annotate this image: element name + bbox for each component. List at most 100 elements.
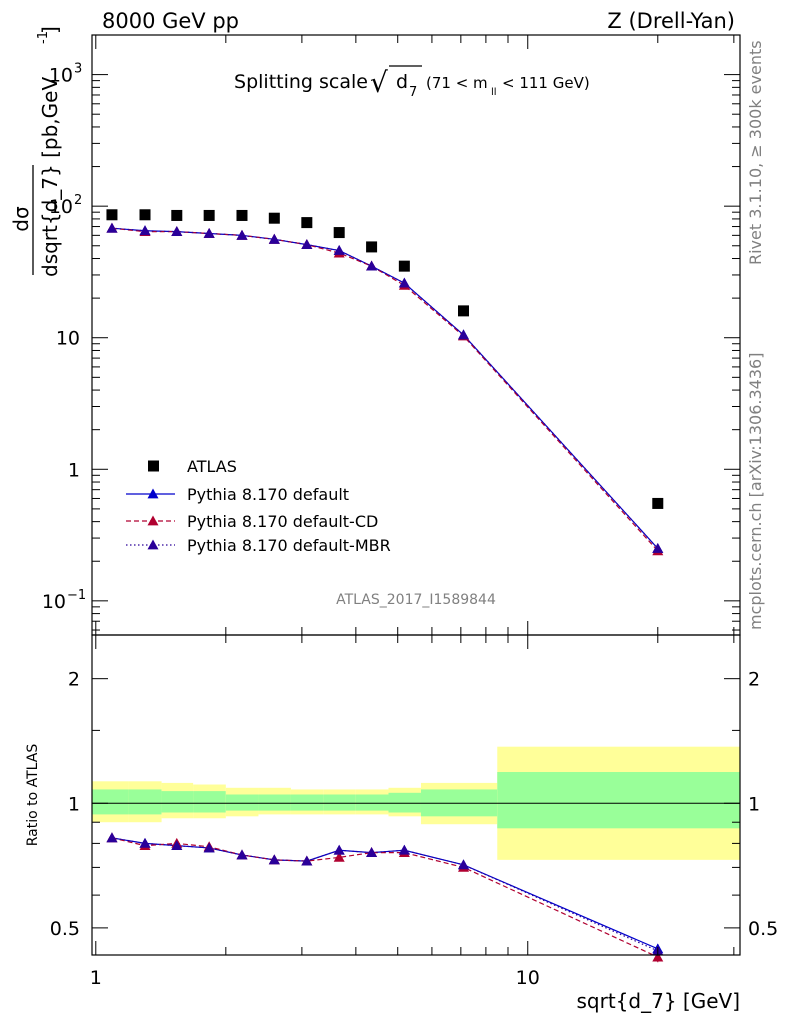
- x-tick-label-1: 10: [516, 967, 540, 989]
- legend-label-2: Pythia 8.170 default-CD: [187, 512, 378, 531]
- legend-label-0: ATLAS: [187, 457, 237, 476]
- plot-title-var-sub: 7: [409, 85, 417, 100]
- ratio-y-tick-label-left-2: 2: [68, 669, 80, 691]
- ratio-series-2-point-8: [366, 847, 378, 858]
- legend-marker-0: [148, 460, 159, 472]
- legend: ATLAS Pythia 8.170 default Pythia 8.170 de…: [126, 457, 391, 555]
- main-series-2-point-7: [333, 245, 345, 255]
- ratio-inner-band-3: [193, 791, 226, 813]
- y-axis-label-denominator-sup: -1: [36, 31, 51, 44]
- ratio-inner-band-7: [323, 794, 356, 811]
- legend-marker-2: [147, 515, 159, 526]
- main-series-2-point-2: [171, 226, 183, 237]
- atlas-data-point-8: [366, 241, 378, 253]
- main-y-tick-label-4: 10: [49, 65, 73, 87]
- ratio-y-tick-label-left-0: 0.5: [50, 918, 80, 940]
- ratio-series-1-point-7: [333, 851, 345, 862]
- main-y-tick-label-0: 10: [42, 591, 66, 613]
- atlas-data-point-10: [458, 305, 470, 317]
- ratio-series-2-point-9: [398, 844, 410, 855]
- atlas-data-point-4: [236, 209, 248, 221]
- y-axis-label-denominator-end: ]: [38, 26, 62, 34]
- plot-title-range-sub: ll: [491, 87, 497, 98]
- plot-title-range-close: < 111 GeV): [502, 74, 590, 92]
- analysis-watermark: ATLAS_2017_I1589844: [336, 592, 496, 608]
- ratio-inner-band-2: [161, 791, 194, 813]
- ratio-series-line-2: [111, 837, 659, 952]
- ratio-uncertainty-bands: [92, 746, 740, 860]
- main-series-line-1: [111, 227, 659, 552]
- legend-label-3: Pythia 8.170 default-MBR: [187, 536, 391, 555]
- main-series-2-point-10: [458, 329, 470, 340]
- series-lines: [111, 227, 659, 958]
- header-left-label: 8000 GeV pp: [102, 9, 239, 33]
- ratio-panel-frame: [91, 634, 741, 956]
- main-series-2-point-1: [139, 225, 151, 236]
- main-series-2-point-11: [652, 542, 664, 553]
- ratio-y-tick-label-left-1: 1: [68, 793, 80, 815]
- plot-title-sqrt: √: [370, 66, 388, 99]
- main-series-2-point-8: [366, 260, 378, 271]
- y-axis-label-denominator: dsqrt{d_7} [pb,GeV: [38, 77, 62, 277]
- atlas-data-point-6: [301, 217, 313, 229]
- header-right-label: Z (Drell-Yan): [607, 9, 735, 33]
- axis-ticks: [92, 34, 740, 955]
- atlas-data-point-7: [333, 227, 345, 239]
- atlas-data-point-5: [268, 212, 280, 224]
- ratio-inner-band-11: [497, 772, 740, 829]
- main-y-tick-label-sup-4: 3: [74, 62, 82, 77]
- main-y-tick-label-sup-0: −1: [67, 588, 86, 603]
- main-series-2-point-0: [106, 222, 118, 233]
- mcplots-label: mcplots.cern.ch [arXiv:1306.3436]: [746, 353, 765, 630]
- ratio-series-1-point-11: [652, 951, 664, 962]
- ratio-inner-band-6: [290, 794, 324, 811]
- y-axis-label-numerator: dσ: [9, 206, 33, 232]
- atlas-data-point-11: [652, 497, 664, 509]
- main-y-tick-label-3: 10: [49, 196, 73, 218]
- ratio-inner-band-9: [388, 792, 421, 813]
- ratio-series-2-point-1: [139, 837, 151, 848]
- atlas-data-point-9: [398, 260, 410, 272]
- main-y-tick-label-sup-3: 2: [74, 193, 82, 208]
- ratio-series-2-point-5: [268, 854, 280, 865]
- main-series-2-point-3: [203, 227, 215, 238]
- ratio-series-2-point-2: [171, 840, 183, 851]
- plot-title-range-open: (71 < m: [426, 74, 488, 92]
- main-series-2-point-6: [301, 239, 313, 250]
- atlas-data-point-0: [106, 209, 118, 221]
- ratio-y-tick-label-right-1: 1: [748, 793, 760, 815]
- ratio-inner-band-0: [92, 789, 129, 815]
- rivet-version-label: Rivet 3.1.10, ≥ 300k events: [746, 40, 765, 265]
- ratio-inner-band-4: [225, 794, 259, 811]
- ratio-series-2-point-0: [106, 832, 118, 843]
- y-axis-label-ratio: Ratio to ATLAS: [25, 744, 41, 847]
- x-axis-label: sqrt{d_7} [GeV]: [577, 989, 741, 1013]
- plot-title: Splitting scale √ d 7 (71 < m ll < 111 G…: [234, 65, 590, 100]
- ratio-inner-band-1: [128, 789, 162, 815]
- ratio-inner-band-5: [258, 794, 291, 811]
- atlas-data-point-3: [203, 209, 215, 221]
- ratio-series-2-point-7: [333, 844, 345, 855]
- plot-title-text: Splitting scale: [234, 71, 368, 93]
- legend-marker-3: [147, 539, 159, 550]
- ratio-series-2-point-3: [203, 842, 215, 853]
- legend-label-1: Pythia 8.170 default: [187, 485, 349, 504]
- ratio-series-2-point-4: [236, 849, 248, 860]
- main-y-tick-label-1: 1: [68, 459, 80, 481]
- ratio-y-tick-label-right-2: 2: [748, 669, 760, 691]
- ratio-y-tick-label-right-0: 0.5: [748, 918, 778, 940]
- y-axis-label-main: dσ dsqrt{d_7} [pb,GeV -1 ]: [9, 26, 62, 277]
- data-markers: [106, 209, 664, 963]
- main-series-2-point-9: [398, 277, 410, 288]
- ratio-series-2-point-6: [301, 855, 313, 866]
- ratio-inner-band-8: [355, 794, 389, 811]
- main-y-tick-label-2: 10: [56, 328, 80, 350]
- main-series-2-point-5: [268, 233, 280, 244]
- plot-title-var: d: [396, 71, 408, 93]
- ratio-series-line-1: [111, 837, 659, 958]
- x-tick-label-0: 1: [90, 967, 102, 989]
- atlas-data-point-1: [139, 209, 151, 221]
- main-series-2-point-4: [236, 229, 248, 240]
